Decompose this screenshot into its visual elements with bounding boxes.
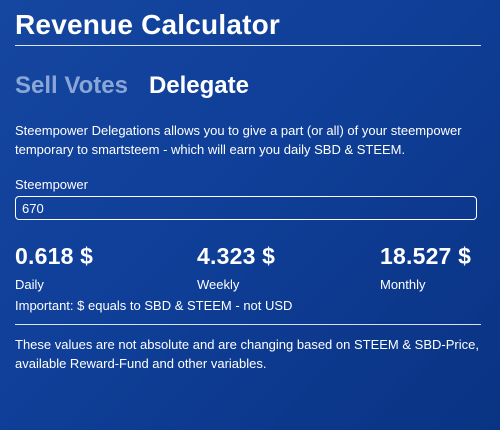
weekly-label: Weekly	[197, 277, 240, 292]
steempower-label: Steempower	[15, 177, 88, 192]
tab-bar: Sell Votes Delegate	[15, 71, 481, 101]
revenue-results: 0.618 $ Daily 4.323 $ Weekly 18.527 $ Mo…	[15, 243, 481, 293]
daily-value: 0.618 $	[15, 243, 94, 269]
weekly-result: 4.323 $ Weekly	[197, 243, 380, 293]
disclaimer-note: These values are not absolute and are ch…	[15, 337, 479, 371]
currency-notice: Important: $ equals to SBD & STEEM - not…	[15, 298, 293, 313]
weekly-value: 4.323 $	[197, 243, 276, 269]
notice-divider	[15, 324, 481, 325]
monthly-label: Monthly	[380, 277, 426, 292]
page-title: Revenue Calculator	[15, 9, 281, 40]
revenue-calculator-panel: Revenue Calculator Sell Votes Delegate S…	[15, 0, 481, 373]
delegation-description: Steempower Delegations allows you to giv…	[15, 123, 462, 157]
tab-delegate[interactable]: Delegate	[148, 72, 249, 99]
monthly-value: 18.527 $	[380, 243, 472, 269]
monthly-result: 18.527 $ Monthly	[380, 243, 481, 293]
title-divider	[15, 45, 481, 46]
daily-result: 0.618 $ Daily	[15, 243, 197, 293]
steempower-input[interactable]	[15, 196, 477, 220]
daily-label: Daily	[15, 277, 44, 292]
tab-sell-votes[interactable]: Sell Votes	[15, 72, 128, 99]
